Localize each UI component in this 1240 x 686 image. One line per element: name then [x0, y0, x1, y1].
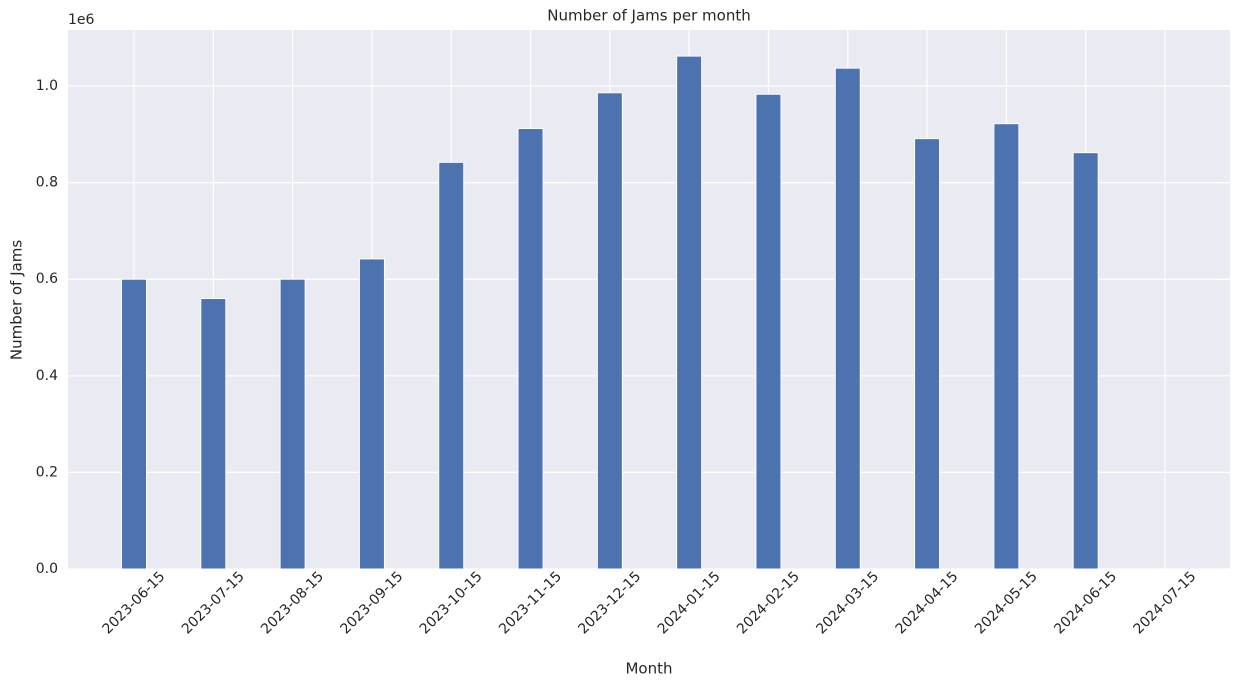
x-tick-label: 2023-09-15 — [337, 569, 406, 638]
x-tick-label: 2023-11-15 — [496, 569, 565, 638]
bar — [596, 92, 623, 570]
y-tick-label: 1.0 — [36, 78, 58, 94]
bar — [121, 278, 147, 570]
x-tick-label: 2023-06-15 — [100, 569, 169, 638]
chart-title: Number of Jams per month — [547, 7, 750, 25]
bar — [1072, 152, 1099, 570]
x-tick-label: 2023-10-15 — [417, 569, 486, 638]
bar — [438, 161, 465, 570]
x-tick-label: 2024-04-15 — [893, 569, 962, 638]
bar — [914, 138, 941, 570]
x-tick-label: 2024-02-15 — [734, 569, 803, 638]
bar — [676, 55, 703, 570]
bar — [834, 67, 861, 570]
bar — [755, 93, 782, 570]
y-tick-label: 0.0 — [36, 561, 58, 577]
y-offset-label: 1e6 — [68, 12, 95, 28]
x-tick-label: 2023-08-15 — [258, 569, 327, 638]
x-tick-label: 2023-12-15 — [575, 569, 644, 638]
y-tick-label: 0.6 — [36, 271, 58, 287]
x-tick-label: 2023-07-15 — [179, 569, 248, 638]
x-tick-label: 2024-06-15 — [1051, 569, 1120, 638]
bar — [993, 123, 1020, 570]
plot-area — [68, 30, 1230, 569]
y-tick-label: 0.4 — [36, 368, 58, 384]
x-tick-label: 2024-07-15 — [1131, 569, 1200, 638]
bar — [200, 298, 227, 570]
x-tick-label: 2024-01-15 — [655, 569, 724, 638]
x-tick-label: 2024-03-15 — [813, 569, 882, 638]
x-axis-label: Month — [625, 660, 672, 678]
y-tick-label: 0.8 — [36, 175, 58, 191]
bar — [358, 258, 385, 570]
y-axis-label: Number of Jams — [8, 240, 26, 360]
bar — [517, 128, 544, 570]
x-tick-label: 2024-05-15 — [972, 569, 1041, 638]
y-tick-label: 0.2 — [36, 464, 58, 480]
bar — [279, 278, 306, 570]
